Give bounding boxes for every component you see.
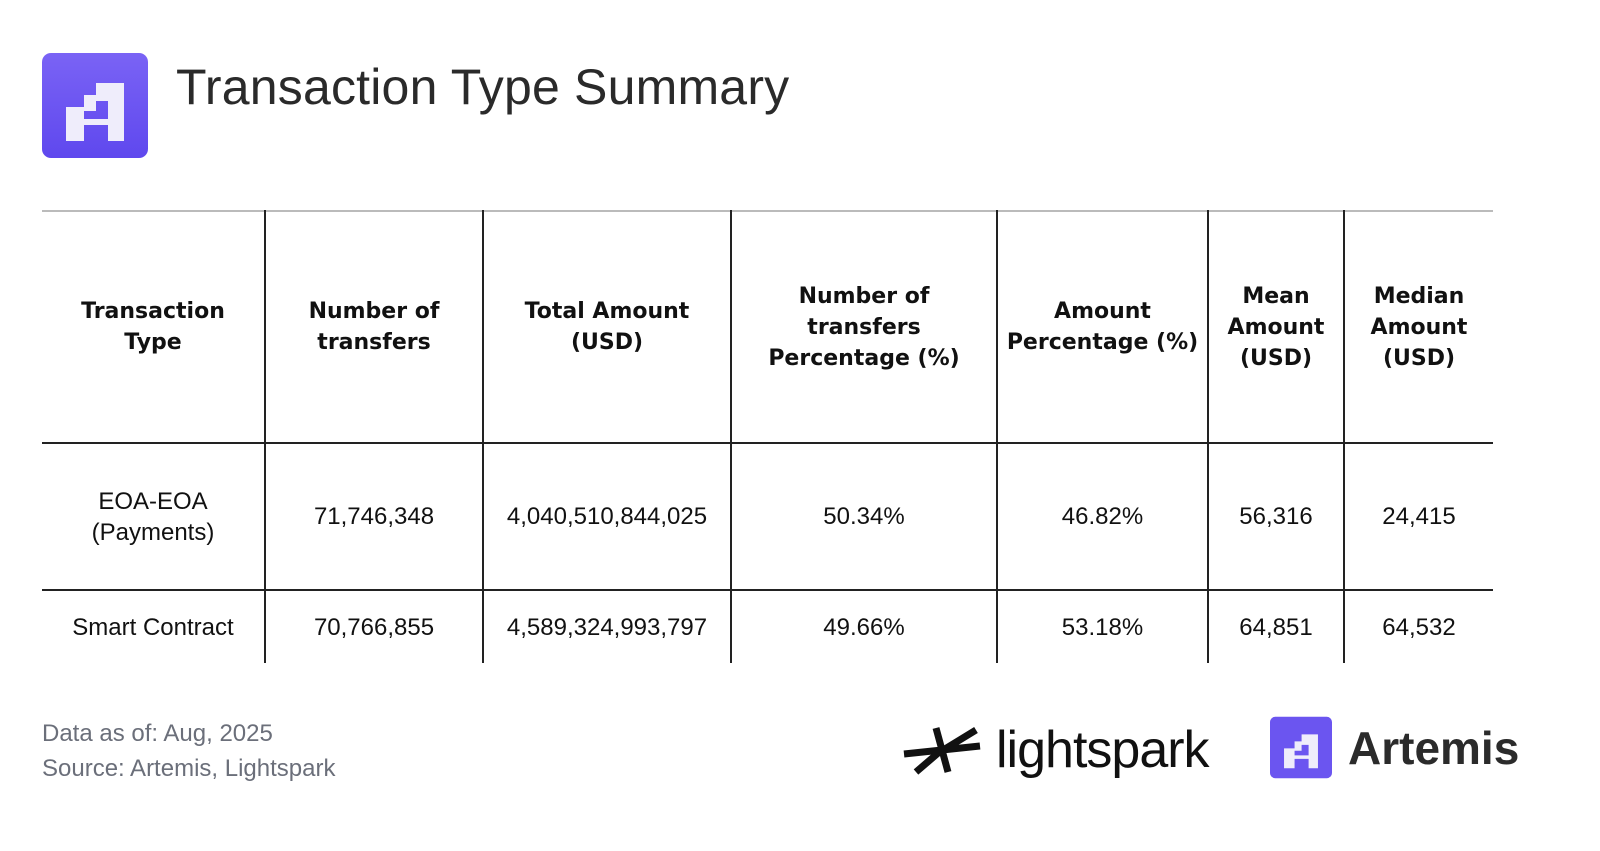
table-row: EOA-EOA (Payments) 71,746,348 4,040,510,… xyxy=(42,443,1493,591)
table-cell: 71,746,348 xyxy=(264,443,484,591)
table-cell: 50.34% xyxy=(730,443,998,591)
table-header-row: Transaction Type Number of transfers Tot… xyxy=(42,211,1493,444)
table-cell: 49.66% xyxy=(730,590,998,663)
table-cell: 64,532 xyxy=(1343,590,1493,663)
summary-table: Transaction Type Number of transfers Tot… xyxy=(42,210,1493,663)
lightspark-logo: lightspark xyxy=(902,720,1210,780)
column-header: Total Amount (USD) xyxy=(482,211,732,444)
table-row: Smart Contract 70,766,855 4,589,324,993,… xyxy=(42,590,1493,663)
column-header: Amount Percentage (%) xyxy=(996,211,1209,444)
table-cell: 24,415 xyxy=(1343,443,1493,591)
artemis-logo-icon xyxy=(42,53,148,158)
data-date: Data as of: Aug, 2025 xyxy=(42,720,273,747)
column-header: Number of transfers xyxy=(264,211,484,444)
footer-notes: Data as of: Aug, 2025 Source: Artemis, L… xyxy=(42,716,335,786)
data-source: Source: Artemis, Lightspark xyxy=(42,755,336,782)
page-title: Transaction Type Summary xyxy=(176,59,790,115)
artemis-wordmark: Artemis xyxy=(1348,721,1520,774)
table-cell: 56,316 xyxy=(1207,443,1345,591)
column-header: Transaction Type xyxy=(42,211,266,444)
table-cell: 46.82% xyxy=(996,443,1209,591)
lightspark-spark-icon xyxy=(903,727,981,775)
column-header: Median Amount (USD) xyxy=(1343,211,1493,444)
column-header: Mean Amount (USD) xyxy=(1207,211,1345,444)
table-cell: EOA-EOA (Payments) xyxy=(42,443,266,591)
column-header: Number of transfers Percentage (%) xyxy=(730,211,998,444)
artemis-logo-icon xyxy=(1270,716,1332,779)
lightspark-wordmark: lightspark xyxy=(996,721,1210,779)
table-cell: 64,851 xyxy=(1207,590,1345,663)
table-cell: 70,766,855 xyxy=(264,590,484,663)
table-cell: 4,589,324,993,797 xyxy=(482,590,732,663)
table-cell: 53.18% xyxy=(996,590,1209,663)
table-cell: Smart Contract xyxy=(42,590,266,663)
artemis-logo: Artemis xyxy=(1270,716,1519,779)
table-cell: 4,040,510,844,025 xyxy=(482,443,732,591)
